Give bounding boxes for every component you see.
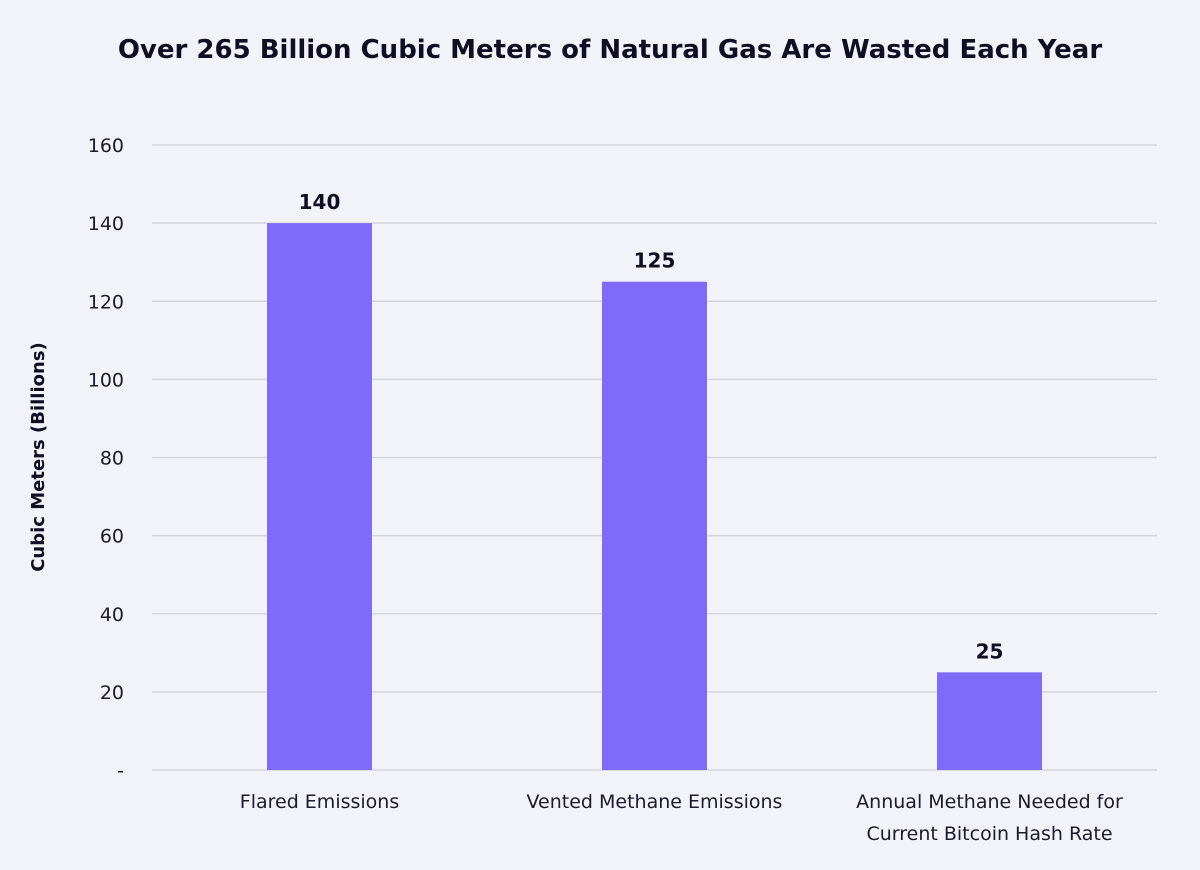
chart-title: Over 265 Billion Cubic Meters of Natural… [118, 35, 1103, 65]
y-tick-label: 40 [100, 604, 124, 626]
bar [267, 223, 372, 770]
data-label: 125 [634, 249, 676, 273]
y-tick-label: 120 [88, 291, 124, 313]
x-tick-label: Vented Methane Emissions [527, 791, 783, 813]
x-tick-label: Flared Emissions [240, 791, 399, 813]
y-axis-label: Cubic Meters (Billions) [28, 342, 49, 572]
y-tick-label: - [117, 760, 124, 782]
y-tick-label: 160 [88, 135, 124, 157]
data-labels: 140 125 25 [299, 190, 1004, 663]
y-tick-label: 20 [100, 682, 124, 704]
data-label: 25 [976, 639, 1004, 663]
bar [937, 672, 1042, 770]
x-axis-categories: Flared Emissions Vented Methane Emissions… [240, 791, 1123, 845]
y-tick-label: 140 [88, 213, 124, 235]
y-tick-label: 80 [100, 448, 124, 470]
x-tick-label: Annual Methane Needed for [856, 791, 1123, 813]
y-axis-ticks: - 20 40 60 80 100 120 140 160 [88, 135, 124, 782]
y-tick-label: 60 [100, 526, 124, 548]
bars [267, 223, 1042, 770]
data-label: 140 [299, 190, 341, 214]
bar [602, 281, 707, 770]
y-tick-label: 100 [88, 369, 124, 391]
x-tick-label: Current Bitcoin Hash Rate [866, 823, 1112, 845]
